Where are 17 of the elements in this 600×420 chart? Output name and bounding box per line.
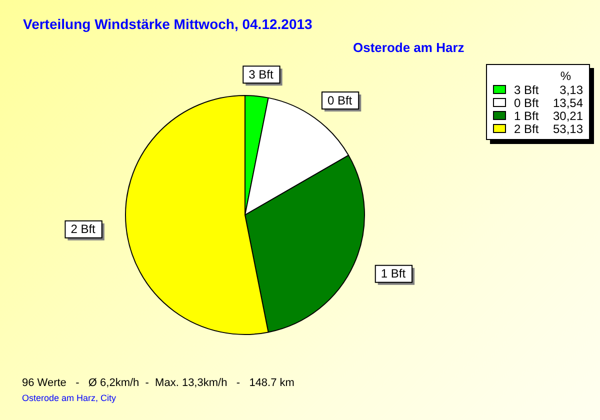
chart-title: Verteilung Windstärke Mittwoch, 04.12.2013 [23,16,312,32]
legend-label: 1 Bft [514,108,540,122]
data-label: 3,13 [558,82,583,96]
slice-label: 2 Bft [70,222,96,236]
slice-label: 0 Bft [327,93,353,108]
data-label: 53,13 [552,122,583,136]
legend-label: 2 Bft [514,122,540,136]
legend-title: % [559,69,572,83]
text: Osterode am Harz, City [22,393,116,403]
text: 96 Werte - Ø 6,2km/h - Max. 13,3km/h - 148.7 km [22,377,294,389]
legend-label: 0 Bft [514,96,540,110]
data-label: 13,54 [552,96,583,110]
slice-label: 3 Bft [248,67,274,82]
chart-subtitle: Osterode am Harz [353,40,464,55]
slice-label: 1 Bft [380,266,406,281]
legend-label: 3 Bft [514,82,540,96]
data-label: 30,21 [552,108,583,122]
